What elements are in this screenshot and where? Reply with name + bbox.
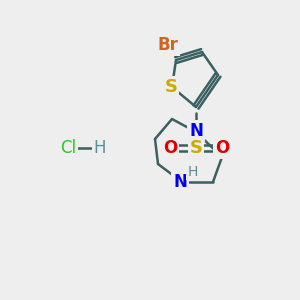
Text: H: H	[188, 165, 198, 179]
Text: Br: Br	[158, 36, 178, 54]
Text: Cl: Cl	[60, 139, 76, 157]
Text: O: O	[163, 139, 177, 157]
Text: N: N	[189, 122, 203, 140]
Text: S: S	[164, 78, 178, 96]
Text: O: O	[215, 139, 229, 157]
Text: N: N	[173, 173, 187, 191]
Text: H: H	[94, 139, 106, 157]
Text: S: S	[190, 139, 202, 157]
